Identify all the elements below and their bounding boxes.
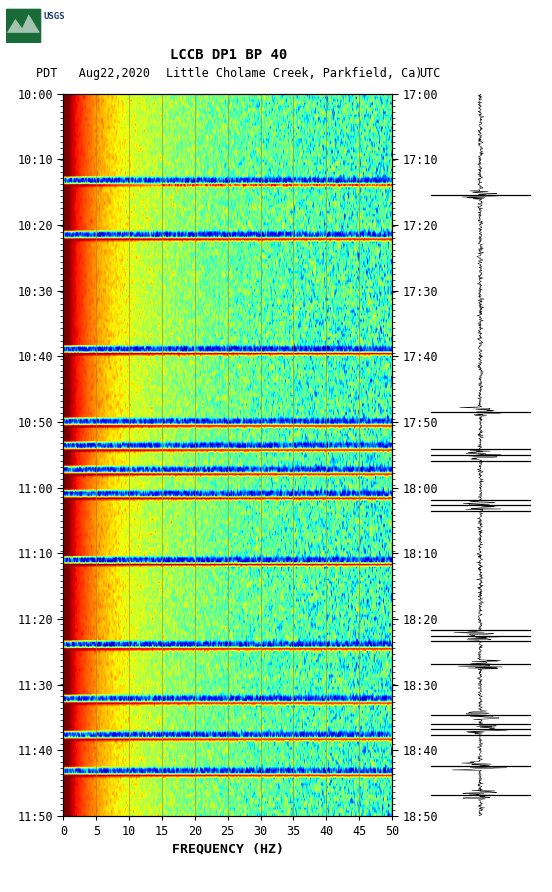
Text: LCCB DP1 BP 40: LCCB DP1 BP 40 xyxy=(171,48,288,62)
Polygon shape xyxy=(7,14,40,33)
Text: Little Cholame Creek, Parkfield, Ca): Little Cholame Creek, Parkfield, Ca) xyxy=(166,67,422,80)
Text: UTC: UTC xyxy=(420,67,441,80)
Text: PDT   Aug22,2020: PDT Aug22,2020 xyxy=(36,67,150,80)
X-axis label: FREQUENCY (HZ): FREQUENCY (HZ) xyxy=(172,842,284,855)
Text: USGS: USGS xyxy=(44,12,66,21)
FancyBboxPatch shape xyxy=(6,9,41,43)
